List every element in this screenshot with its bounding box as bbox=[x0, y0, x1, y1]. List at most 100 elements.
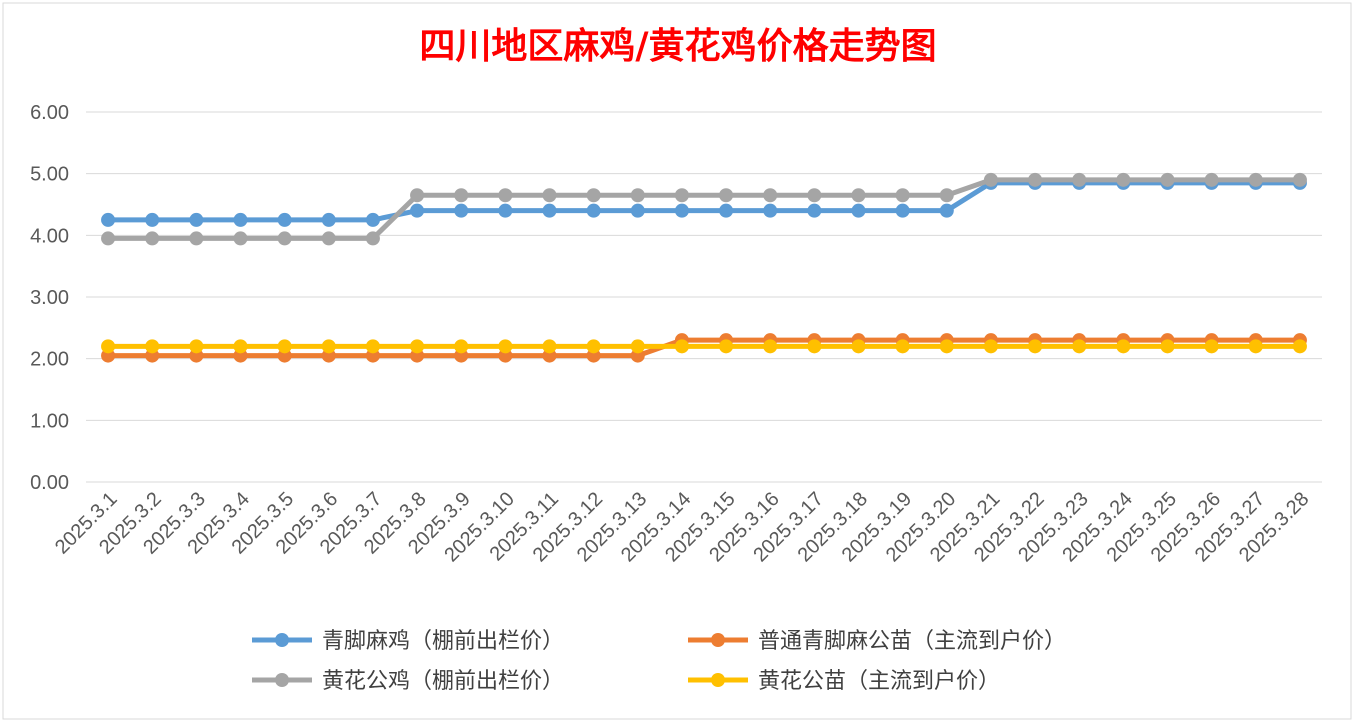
data-point bbox=[586, 339, 601, 354]
data-point bbox=[983, 339, 998, 354]
data-point bbox=[498, 339, 513, 354]
data-point bbox=[410, 203, 425, 218]
data-point bbox=[145, 231, 160, 246]
data-point bbox=[498, 203, 513, 218]
data-point bbox=[542, 203, 557, 218]
data-point bbox=[233, 231, 248, 246]
data-point bbox=[145, 212, 160, 227]
legend-swatch-marker bbox=[711, 633, 725, 647]
y-tick-label: 6.00 bbox=[30, 102, 69, 124]
data-point bbox=[1248, 172, 1263, 187]
data-point bbox=[189, 212, 204, 227]
data-point bbox=[542, 339, 557, 354]
data-point bbox=[1160, 339, 1175, 354]
data-point bbox=[454, 203, 469, 218]
data-point bbox=[719, 339, 734, 354]
data-point bbox=[851, 339, 866, 354]
legend-label: 青脚麻鸡（棚前出栏价） bbox=[322, 629, 564, 654]
data-point bbox=[983, 172, 998, 187]
legend-swatch-marker bbox=[275, 633, 289, 647]
data-point bbox=[101, 231, 116, 246]
data-point bbox=[939, 339, 954, 354]
data-point bbox=[719, 203, 734, 218]
series-4 bbox=[101, 339, 1307, 354]
legend-item: 黄花公苗（主流到户价） bbox=[688, 669, 1000, 694]
data-point bbox=[498, 188, 513, 203]
legend: 青脚麻鸡（棚前出栏价） 普通青脚麻公苗（主流到户价） 黄花公鸡（棚前出栏价） 黄花公苗… bbox=[252, 629, 1066, 694]
data-point bbox=[939, 188, 954, 203]
data-point bbox=[586, 188, 601, 203]
data-point bbox=[1028, 172, 1043, 187]
data-point bbox=[145, 339, 160, 354]
data-point bbox=[1116, 172, 1131, 187]
legend-label: 黄花公鸡（棚前出栏价） bbox=[322, 669, 564, 694]
data-point bbox=[1204, 172, 1219, 187]
series-line bbox=[108, 337, 1300, 359]
series-3 bbox=[101, 172, 1307, 246]
data-point bbox=[101, 212, 116, 227]
data-point bbox=[851, 188, 866, 203]
y-tick-label: 1.00 bbox=[30, 410, 69, 432]
data-point bbox=[233, 339, 248, 354]
data-point bbox=[1248, 339, 1263, 354]
data-point bbox=[277, 212, 292, 227]
legend-item: 黄花公鸡（棚前出栏价） bbox=[252, 669, 564, 694]
series-line bbox=[108, 177, 1300, 241]
data-point bbox=[895, 203, 910, 218]
series-line bbox=[108, 180, 1300, 223]
data-point bbox=[807, 188, 822, 203]
data-point bbox=[763, 188, 778, 203]
y-tick-label: 3.00 bbox=[30, 287, 69, 309]
series-layer bbox=[101, 172, 1307, 363]
data-point bbox=[321, 212, 336, 227]
data-point bbox=[719, 188, 734, 203]
data-point bbox=[1292, 172, 1307, 187]
data-point bbox=[410, 339, 425, 354]
legend-label: 黄花公苗（主流到户价） bbox=[758, 669, 1000, 694]
data-point bbox=[1116, 339, 1131, 354]
legend-swatch-marker bbox=[275, 673, 289, 687]
data-point bbox=[586, 203, 601, 218]
legend-item: 普通青脚麻公苗（主流到户价） bbox=[688, 629, 1066, 654]
data-point bbox=[1160, 172, 1175, 187]
data-point bbox=[674, 203, 689, 218]
legend-swatch-marker bbox=[711, 673, 725, 687]
gridlines bbox=[86, 111, 1322, 483]
data-point bbox=[763, 339, 778, 354]
data-point bbox=[1072, 339, 1087, 354]
data-point bbox=[674, 339, 689, 354]
data-point bbox=[1072, 172, 1087, 187]
data-point bbox=[630, 188, 645, 203]
data-point bbox=[321, 231, 336, 246]
data-point bbox=[1292, 339, 1307, 354]
data-point bbox=[365, 339, 380, 354]
data-point bbox=[630, 203, 645, 218]
data-point bbox=[365, 231, 380, 246]
data-point bbox=[542, 188, 557, 203]
legend-label: 普通青脚麻公苗（主流到户价） bbox=[758, 629, 1066, 654]
data-point bbox=[895, 188, 910, 203]
data-point bbox=[807, 203, 822, 218]
data-point bbox=[1204, 339, 1219, 354]
data-point bbox=[101, 339, 116, 354]
data-point bbox=[189, 231, 204, 246]
data-point bbox=[807, 339, 822, 354]
data-point bbox=[277, 339, 292, 354]
y-tick-label: 5.00 bbox=[30, 164, 69, 186]
y-tick-label: 4.00 bbox=[30, 225, 69, 247]
y-tick-label: 2.00 bbox=[30, 349, 69, 371]
legend-item: 青脚麻鸡（棚前出栏价） bbox=[252, 629, 564, 654]
data-point bbox=[851, 203, 866, 218]
data-point bbox=[365, 212, 380, 227]
data-point bbox=[674, 188, 689, 203]
data-point bbox=[277, 231, 292, 246]
data-point bbox=[939, 203, 954, 218]
data-point bbox=[454, 339, 469, 354]
data-point bbox=[233, 212, 248, 227]
data-point bbox=[321, 339, 336, 354]
data-point bbox=[410, 188, 425, 203]
data-point bbox=[1028, 339, 1043, 354]
